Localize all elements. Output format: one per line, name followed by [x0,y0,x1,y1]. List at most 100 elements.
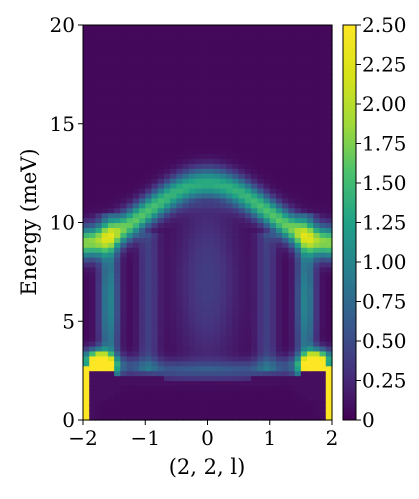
heatmap-cell [195,118,202,125]
heatmap-cell [319,143,327,150]
heatmap-cell [238,143,246,150]
heatmap-cell [207,360,215,367]
heatmap-cell [170,178,177,184]
heatmap-cell [219,39,227,46]
heatmap-cell [182,316,190,322]
heatmap-cell [238,84,246,90]
heatmap-cell [325,79,333,85]
heatmap-cell [195,99,202,105]
heatmap-cell [139,405,146,411]
heatmap-cell [95,281,103,288]
heatmap-cell [114,227,121,233]
heatmap-cell [244,168,252,174]
heatmap-cell [101,163,109,169]
heatmap-cell [269,380,277,387]
heatmap-cell [139,54,146,61]
x-tick-label: −2 [68,426,97,450]
heatmap-cell [307,59,314,66]
heatmap-cell [275,133,283,140]
heatmap-cell [257,336,265,342]
heatmap-cell [114,74,121,80]
heatmap-cell [288,148,296,154]
heatmap-cell [107,266,115,273]
heatmap-cell [89,355,97,362]
heatmap-cell [101,202,109,209]
heatmap-cell [176,39,184,46]
heatmap-cell [151,69,159,75]
heatmap-cell [313,217,321,224]
heatmap-cell [145,336,153,342]
heatmap-cell [101,34,109,41]
heatmap-cell [282,29,290,36]
heatmap-cell [238,29,246,36]
heatmap-cell [251,321,258,327]
heatmap-cell [139,64,146,71]
x-tick-label: 0 [201,426,214,450]
heatmap-cell [170,89,177,95]
heatmap-cell [89,178,97,184]
heatmap-cell [238,257,246,263]
heatmap-cell [132,380,140,387]
heatmap-cell [107,247,115,253]
heatmap-cell [176,25,184,31]
heatmap-cell [120,345,128,352]
heatmap-cell [294,69,302,75]
heatmap-cell [213,400,221,406]
heatmap-cell [313,74,321,80]
heatmap-cell [163,197,171,204]
heatmap-cell [107,237,115,243]
heatmap-cell [114,128,121,135]
heatmap-cell [201,370,209,377]
heatmap-cell [188,355,196,362]
heatmap-cell [325,212,333,219]
heatmap-cell [251,123,258,130]
heatmap-cell [213,232,221,238]
heatmap-cell [219,34,227,41]
heatmap-cell [107,385,115,391]
heatmap-cell [126,326,134,332]
heatmap-cell [182,202,190,209]
heatmap-cell [232,89,240,95]
heatmap-cell [163,153,171,159]
heatmap-cell [288,247,296,253]
heatmap-cell [107,316,115,322]
heatmap-cell [126,345,134,352]
heatmap-cell [201,281,209,288]
heatmap-cell [114,390,121,396]
heatmap-cell [151,217,159,224]
heatmap-cell [163,183,171,189]
heatmap-cell [114,276,121,283]
heatmap-cell [83,301,90,308]
heatmap-cell [170,69,177,75]
heatmap-cell [132,202,140,209]
heatmap-cell [139,365,146,372]
heatmap-cell [238,247,246,253]
heatmap-cell [126,138,134,145]
heatmap-cell [207,395,215,401]
heatmap-cell [313,316,321,322]
heatmap-cell [188,158,196,164]
heatmap-cell [107,415,115,421]
heatmap-cell [170,370,177,377]
heatmap-cell [269,178,277,184]
heatmap-cell [275,350,283,357]
heatmap-cell [319,212,327,219]
heatmap-cell [163,25,171,31]
heatmap-cell [120,178,128,184]
heatmap-cell [219,217,227,224]
heatmap-cell [101,207,109,214]
heatmap-cell [226,286,234,293]
heatmap-cell [107,276,115,283]
heatmap-cell [275,178,283,184]
heatmap-cell [275,25,283,31]
heatmap-cell [238,262,246,268]
heatmap-cell [325,355,333,362]
heatmap-cell [182,25,190,31]
heatmap-cell [126,400,134,406]
heatmap-cell [139,69,146,75]
heatmap-cell [238,197,246,204]
heatmap-cell [275,99,283,105]
heatmap-cell [288,345,296,352]
heatmap-cell [263,113,271,120]
heatmap-cell [120,49,128,56]
